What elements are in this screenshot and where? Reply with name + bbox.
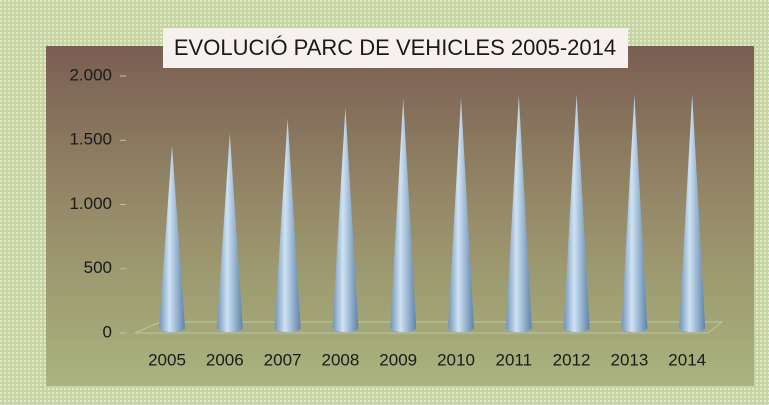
x-tick-label: 2010 <box>437 350 475 369</box>
cone <box>274 118 301 332</box>
x-tick-label: 2011 <box>496 350 533 369</box>
cone <box>679 93 706 333</box>
cone <box>332 107 359 332</box>
title-box <box>163 28 628 68</box>
y-tick-label: 500 <box>84 258 112 277</box>
x-tick-label: 2005 <box>148 350 186 369</box>
y-tick-label: 1.000 <box>69 194 112 213</box>
y-tick-label: 1.500 <box>69 130 112 149</box>
x-tick-label: 2014 <box>668 350 706 369</box>
cone <box>390 98 417 332</box>
x-tick-label: 2008 <box>321 350 359 369</box>
cone <box>563 93 590 333</box>
cone <box>216 133 243 332</box>
x-tick-label: 2006 <box>206 350 244 369</box>
x-tick-label: 2009 <box>379 350 417 369</box>
cone <box>448 97 474 332</box>
cone <box>621 94 648 332</box>
chart-title: EVOLUCIÓ PARC DE VEHICLES 2005-2014 <box>174 35 616 60</box>
y-tick-label: 0 <box>103 322 112 341</box>
y-tick-label: 2.000 <box>69 65 112 84</box>
x-tick-label: 2012 <box>553 350 591 369</box>
x-tick-label: 2013 <box>610 350 648 369</box>
cone <box>159 145 185 332</box>
cone <box>505 95 532 333</box>
floor <box>134 321 724 334</box>
x-tick-label: 2007 <box>264 350 302 369</box>
